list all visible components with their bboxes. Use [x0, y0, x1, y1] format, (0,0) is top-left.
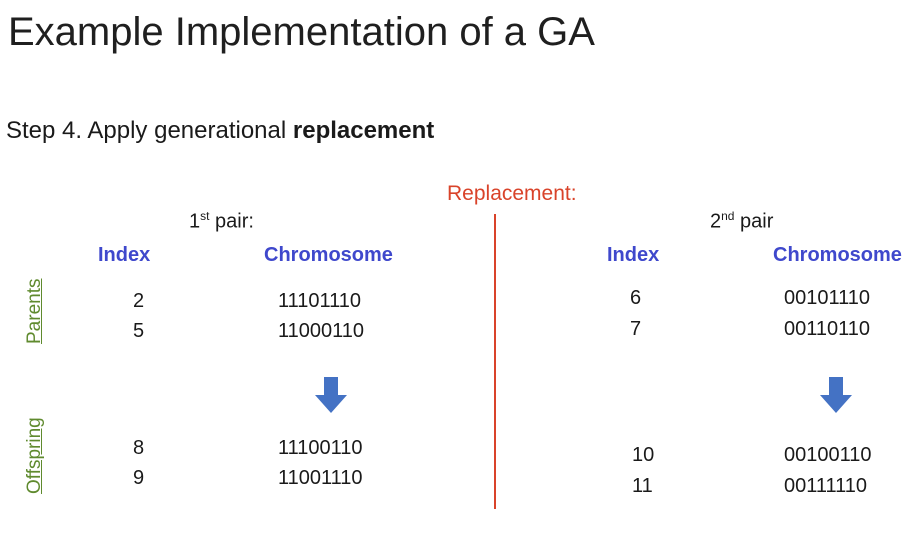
replacement-label: Replacement:	[447, 182, 577, 205]
divider-line	[494, 214, 496, 509]
slide-title: Example Implementation of a GA	[8, 10, 595, 54]
pair2-parent-index: 6	[630, 287, 642, 309]
pair2-offspring-index: 11	[632, 475, 653, 497]
pair1-parent-index: 2	[133, 290, 145, 312]
pair1-label-rest: pair:	[209, 210, 254, 233]
offspring-side-label: Offspring	[24, 417, 45, 494]
pair1-label: 1st pair:	[189, 209, 254, 234]
pair2-label-sup: nd	[721, 209, 735, 223]
pair2-parent-chromosome: 00101110	[784, 287, 871, 309]
pair1-parent-index: 5	[133, 320, 145, 342]
pair2-chromosome-header: Chromosome	[773, 244, 902, 266]
pair1-offspring-index: 9	[133, 467, 145, 489]
pair1-chromosome-header: Chromosome	[264, 244, 393, 266]
pair2-label-rest: pair	[734, 210, 774, 233]
pair2-label: 2nd pair	[710, 209, 773, 234]
step-emphasis: replacement	[292, 117, 435, 144]
pair2-offspring-index: 10	[632, 444, 655, 466]
pair1-parent-chromosome: 11000110	[278, 320, 365, 342]
step-text: Step 4. Apply generational	[6, 117, 293, 144]
pair2-parent-chromosome: 00110110	[784, 318, 871, 340]
pair2-offspring-chromosome: 00111110	[784, 475, 868, 497]
pair1-down-arrow-icon	[315, 377, 347, 413]
pair2-offspring-chromosome: 00100110	[784, 444, 872, 466]
pair1-label-sup: st	[200, 209, 210, 223]
parents-side-label: Parents	[24, 278, 45, 344]
pair2-down-arrow-icon	[820, 377, 852, 413]
pair1-label-num: 1	[189, 210, 201, 233]
pair2-parent-index: 7	[630, 318, 642, 340]
pair1-offspring-chromosome: 11100110	[278, 437, 363, 459]
pair2-label-num: 2	[710, 210, 722, 233]
pair1-parent-chromosome: 11101110	[278, 290, 362, 312]
pair1-index-header: Index	[98, 244, 151, 266]
pair1-offspring-index: 8	[133, 437, 145, 459]
pair2-index-header: Index	[607, 244, 660, 266]
pair1-offspring-chromosome: 11001110	[278, 467, 363, 489]
step-heading: Step 4. Apply generational replacement	[6, 116, 434, 146]
